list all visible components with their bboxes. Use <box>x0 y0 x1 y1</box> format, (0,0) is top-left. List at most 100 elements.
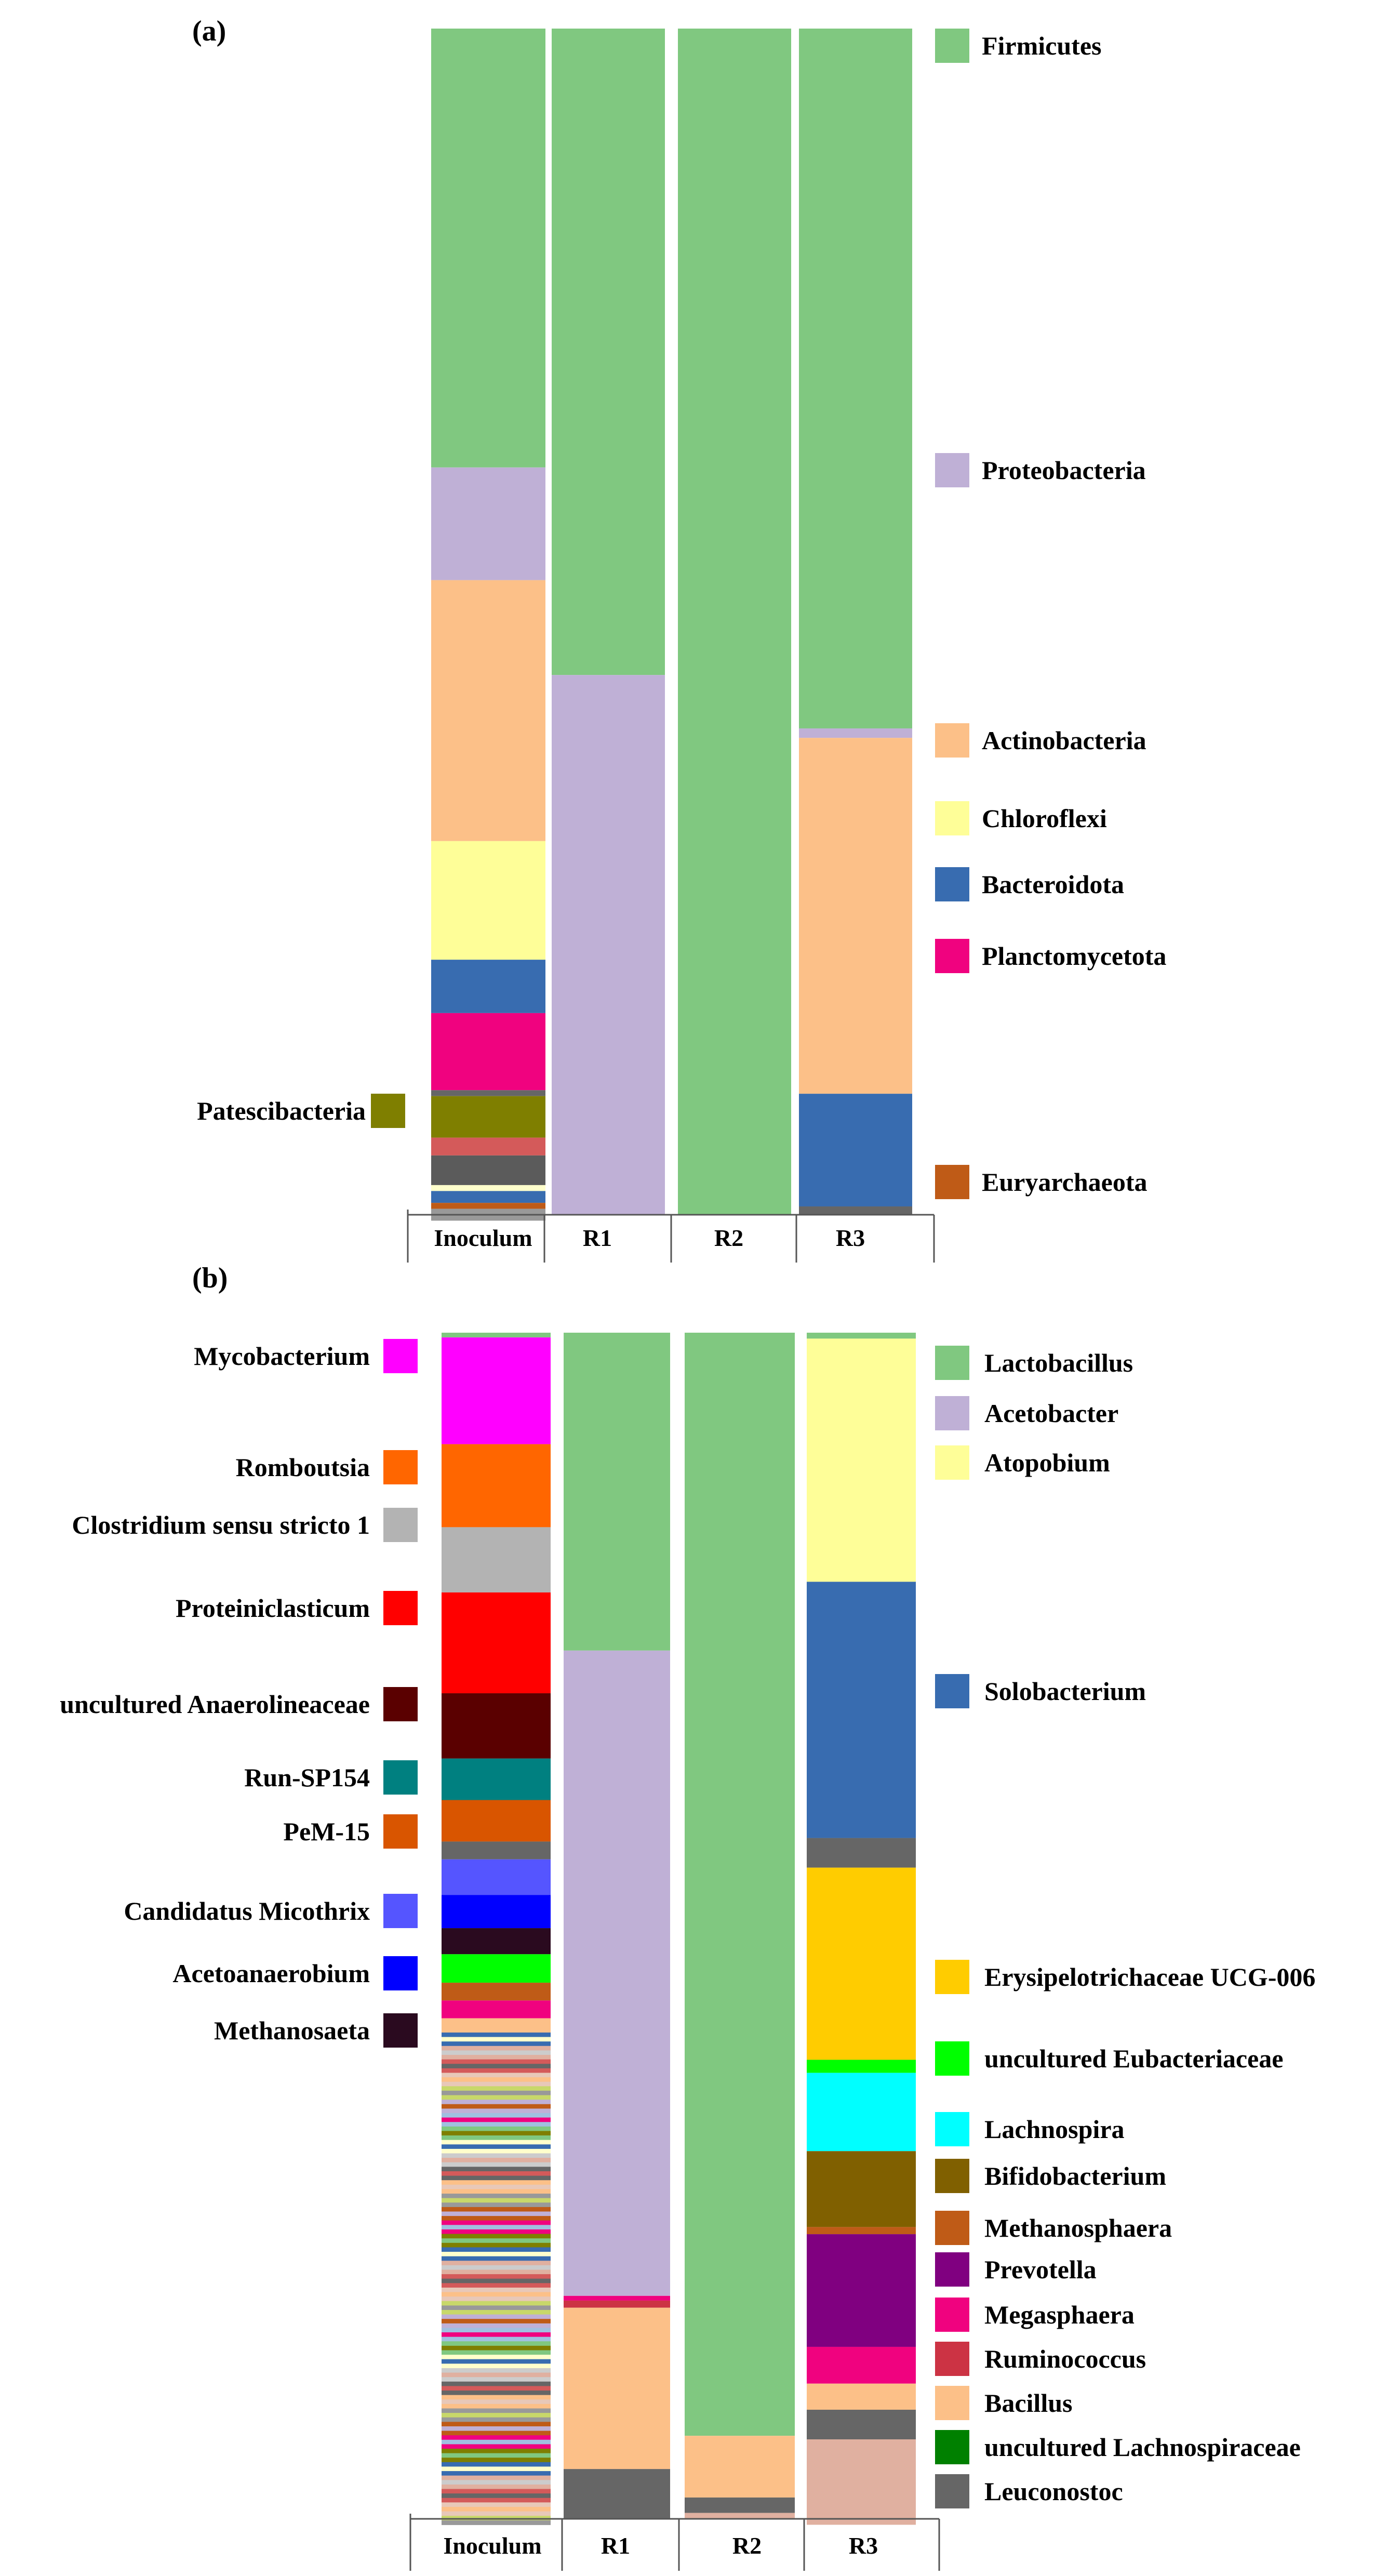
bar-segment-minor-genus-stripe <box>442 2140 551 2145</box>
bar-segment-minor-genus-stripe <box>442 2399 551 2405</box>
bar-segment-minor-genus-stripe <box>442 2292 551 2297</box>
bar-segment-minor-genus-stripe <box>442 2104 551 2109</box>
bar-segment-minor-genus-stripe <box>442 2287 551 2293</box>
bar-segment-candidatus-micothrix-inoculum <box>442 1859 551 1895</box>
legend-label-euryarchaeota: Euryarchaeota <box>982 1167 1147 1197</box>
bar-segment-minor-genus-stripe <box>442 2377 551 2382</box>
bar-segment-minor-genus-stripe <box>442 2422 551 2427</box>
bar-segment-megasphaera-r3 <box>807 2346 916 2384</box>
bar-segment-minor-genus-stripe <box>442 2363 551 2369</box>
bar-segment-lachnospira-r3 <box>807 2073 916 2152</box>
bar-segment-minor-genus-stripe <box>442 2077 551 2082</box>
bar-segment-minor-genus-stripe <box>442 2090 551 2096</box>
bar-segment-ruminococcus-r1 <box>564 2300 670 2308</box>
bar-segment-minor-genus-stripe <box>442 2041 551 2047</box>
legend-label-mycobacterium: Mycobacterium <box>194 1342 370 1371</box>
bar-segment-lactobacillus-r1 <box>564 1333 670 1651</box>
bar-segment-minor-genus-stripe <box>442 2417 551 2422</box>
bar-segment-minor-genus-stripe <box>442 2408 551 2413</box>
bar-segment-firmicutes-r1 <box>552 29 665 675</box>
bar-segment-minor-genus-stripe <box>442 2113 551 2118</box>
bar-segment-lactobacillus-r2 <box>685 1333 795 2436</box>
bar-segment-run-sp154-inoculum <box>442 1758 551 1800</box>
legend-swatch-bifidobacterium <box>935 2159 969 2193</box>
bar-segment-minor-genus-stripe <box>442 2458 551 2463</box>
bar-segment-minor-genus-stripe <box>442 2309 551 2315</box>
x-tick-label-r3: R3 <box>836 1225 865 1251</box>
bar-segment-romboutsia-inoculum <box>442 1444 551 1528</box>
bar-segment-minor-genus-stripe <box>442 2493 551 2499</box>
x-tick-label-r1: R1 <box>601 2532 630 2559</box>
bar-segment-firmicutes-inoculum <box>431 29 545 468</box>
bar-segment-bacillus-r2 <box>685 2436 795 2498</box>
bar-segment-other-8-inoculum <box>431 1137 545 1156</box>
panel-label-b: (b) <box>192 1262 228 1294</box>
bar-segment-minor-genus-stripe <box>442 2211 551 2216</box>
bar-segment-bacillus-r3 <box>807 2383 916 2410</box>
legend-label-run-sp154: Run-SP154 <box>244 1763 370 1792</box>
legend-label-solobacterium: Solobacterium <box>984 1677 1146 1706</box>
legend-swatch-clostridium-sensu-stricto-1 <box>383 1508 418 1542</box>
legend-swatch-mycobacterium <box>383 1339 418 1373</box>
bar-segment-minor-genus-stripe <box>442 2506 551 2512</box>
legend-label-uncultured-eubacteriaceae: uncultured Eubacteriaceae <box>984 2044 1283 2073</box>
bar-segment-erysipelotrichaceae-ucg-006-r3 <box>807 1867 916 2060</box>
bar-segment-minor-genus-stripe <box>442 2498 551 2503</box>
legend-swatch-uncultured-eubacteriaceae <box>935 2041 969 2076</box>
bar-segment-minor-genus-stripe <box>442 2131 551 2136</box>
bar-segment-minor-genus-stripe <box>442 2252 551 2257</box>
legend-swatch-acetobacter <box>935 1396 969 1430</box>
bar-segment-leuconostoc-r3 <box>807 2409 916 2440</box>
legend-swatch-candidatus-micothrix <box>383 1894 418 1928</box>
bar-segment-minor-genus-stripe <box>442 2283 551 2288</box>
bar-segment-minor-genus-stripe <box>442 2126 551 2131</box>
bar-segment-minor-genus-stripe <box>442 2475 551 2480</box>
legend-label-methanosaeta: Methanosaeta <box>214 2016 370 2045</box>
bar-segment-minor-genus-stripe <box>442 2359 551 2364</box>
bar-segment-minor-genus-stripe <box>442 2404 551 2409</box>
bar-segment-minor-genus-stripe <box>442 2332 551 2338</box>
bar-segment-minor-genus-stripe <box>442 2207 551 2212</box>
bar-segment-minor-genus-stripe <box>442 2194 551 2199</box>
legend-label-atopobium: Atopobium <box>984 1448 1110 1477</box>
bar-segment-lactobacillus-inoculum <box>442 1333 551 1338</box>
x-tick-label-r2: R2 <box>732 2532 762 2559</box>
bar-segment-other-6-r3 <box>799 1206 912 1215</box>
legend-label-methanosphaera: Methanosphaera <box>984 2213 1172 2242</box>
legend-swatch-atopobium <box>935 1445 969 1480</box>
bar-segment-other-9-inoculum <box>431 1155 545 1185</box>
bar-segment-proteobacteria-r1 <box>552 675 665 1215</box>
panel-label-a: (a) <box>192 15 226 47</box>
legend-label-proteobacteria: Proteobacteria <box>982 456 1146 485</box>
legend-swatch-bacillus <box>935 2386 969 2420</box>
bar-segment-acetoanaerobium-inoculum <box>442 1895 551 1929</box>
bar-segment-minor-genus-stripe <box>442 2395 551 2400</box>
legend-label-uncultured-lachnospiraceae: uncultured Lachnospiraceae <box>984 2433 1301 2462</box>
bar-segment-megasphaera-r1 <box>564 2295 670 2301</box>
bar-segment-minor-genus-stripe <box>442 2064 551 2069</box>
bar-segment-minor-genus-stripe <box>442 2100 551 2105</box>
bar-segment-minor-genus-stripe <box>442 2144 551 2149</box>
bar-segment-euryarchaeota-inoculum <box>431 1203 545 1209</box>
legend-swatch-chloroflexi <box>935 801 969 835</box>
bar-segment-minor-genus-stripe <box>442 2323 551 2328</box>
bar-segment-other-11-inoculum <box>442 1841 551 1860</box>
bar-segment-lactobacillus-r3 <box>807 1333 916 1339</box>
bar-segment-minor-genus-stripe <box>442 2122 551 2127</box>
bar-segment-bacteroidota-r3 <box>799 1094 912 1207</box>
bar-segment-minor-genus-stripe <box>442 2319 551 2324</box>
legend-label-lachnospira: Lachnospira <box>984 2115 1125 2144</box>
bar-segment-minor-genus-stripe <box>442 2202 551 2208</box>
bar-segment-minor-genus-stripe <box>442 2117 551 2122</box>
legend-swatch-pem-15 <box>383 1814 418 1849</box>
bar-segment-minor-genus-stripe <box>442 2095 551 2100</box>
legend-label-uncultured-anaerolineaceae: uncultured Anaerolineaceae <box>60 1690 370 1719</box>
x-tick-label-inoculum: Inoculum <box>434 1225 532 1251</box>
bar-segment-minor-genus-stripe <box>442 2489 551 2494</box>
legend-label-lactobacillus: Lactobacillus <box>984 1348 1133 1377</box>
bar-segment-minor-genus-stripe <box>442 2068 551 2073</box>
bar-segment-clostridium-sensu-stricto-1-inoculum <box>442 1527 551 1592</box>
bar-segment-minor-genus-stripe <box>442 2171 551 2176</box>
legend-label-romboutsia: Romboutsia <box>236 1453 370 1482</box>
legend-swatch-prevotella <box>935 2252 969 2287</box>
